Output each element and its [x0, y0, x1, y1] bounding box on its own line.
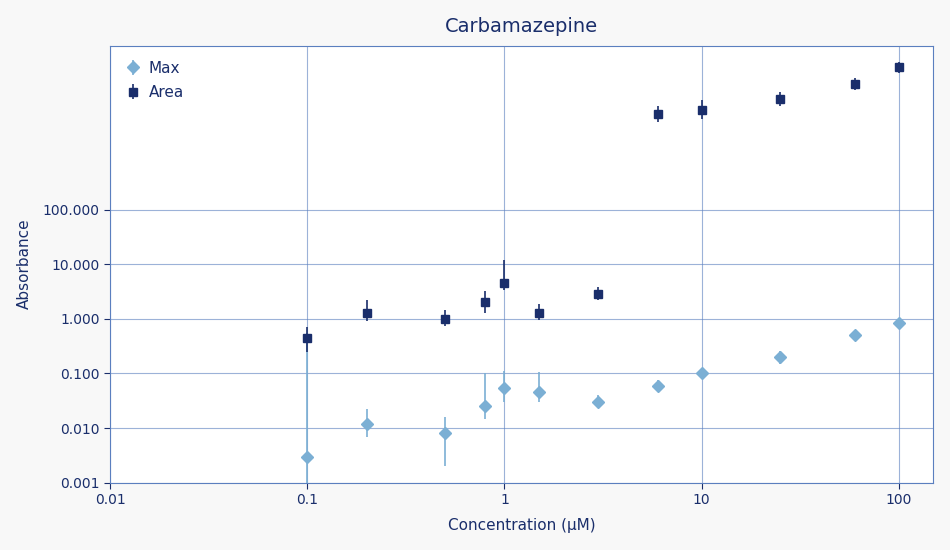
Title: Carbamazepine: Carbamazepine: [446, 16, 598, 36]
Legend: Max, Area: Max, Area: [118, 53, 191, 108]
Y-axis label: Absorbance: Absorbance: [17, 219, 31, 310]
X-axis label: Concentration (μM): Concentration (μM): [448, 518, 596, 534]
